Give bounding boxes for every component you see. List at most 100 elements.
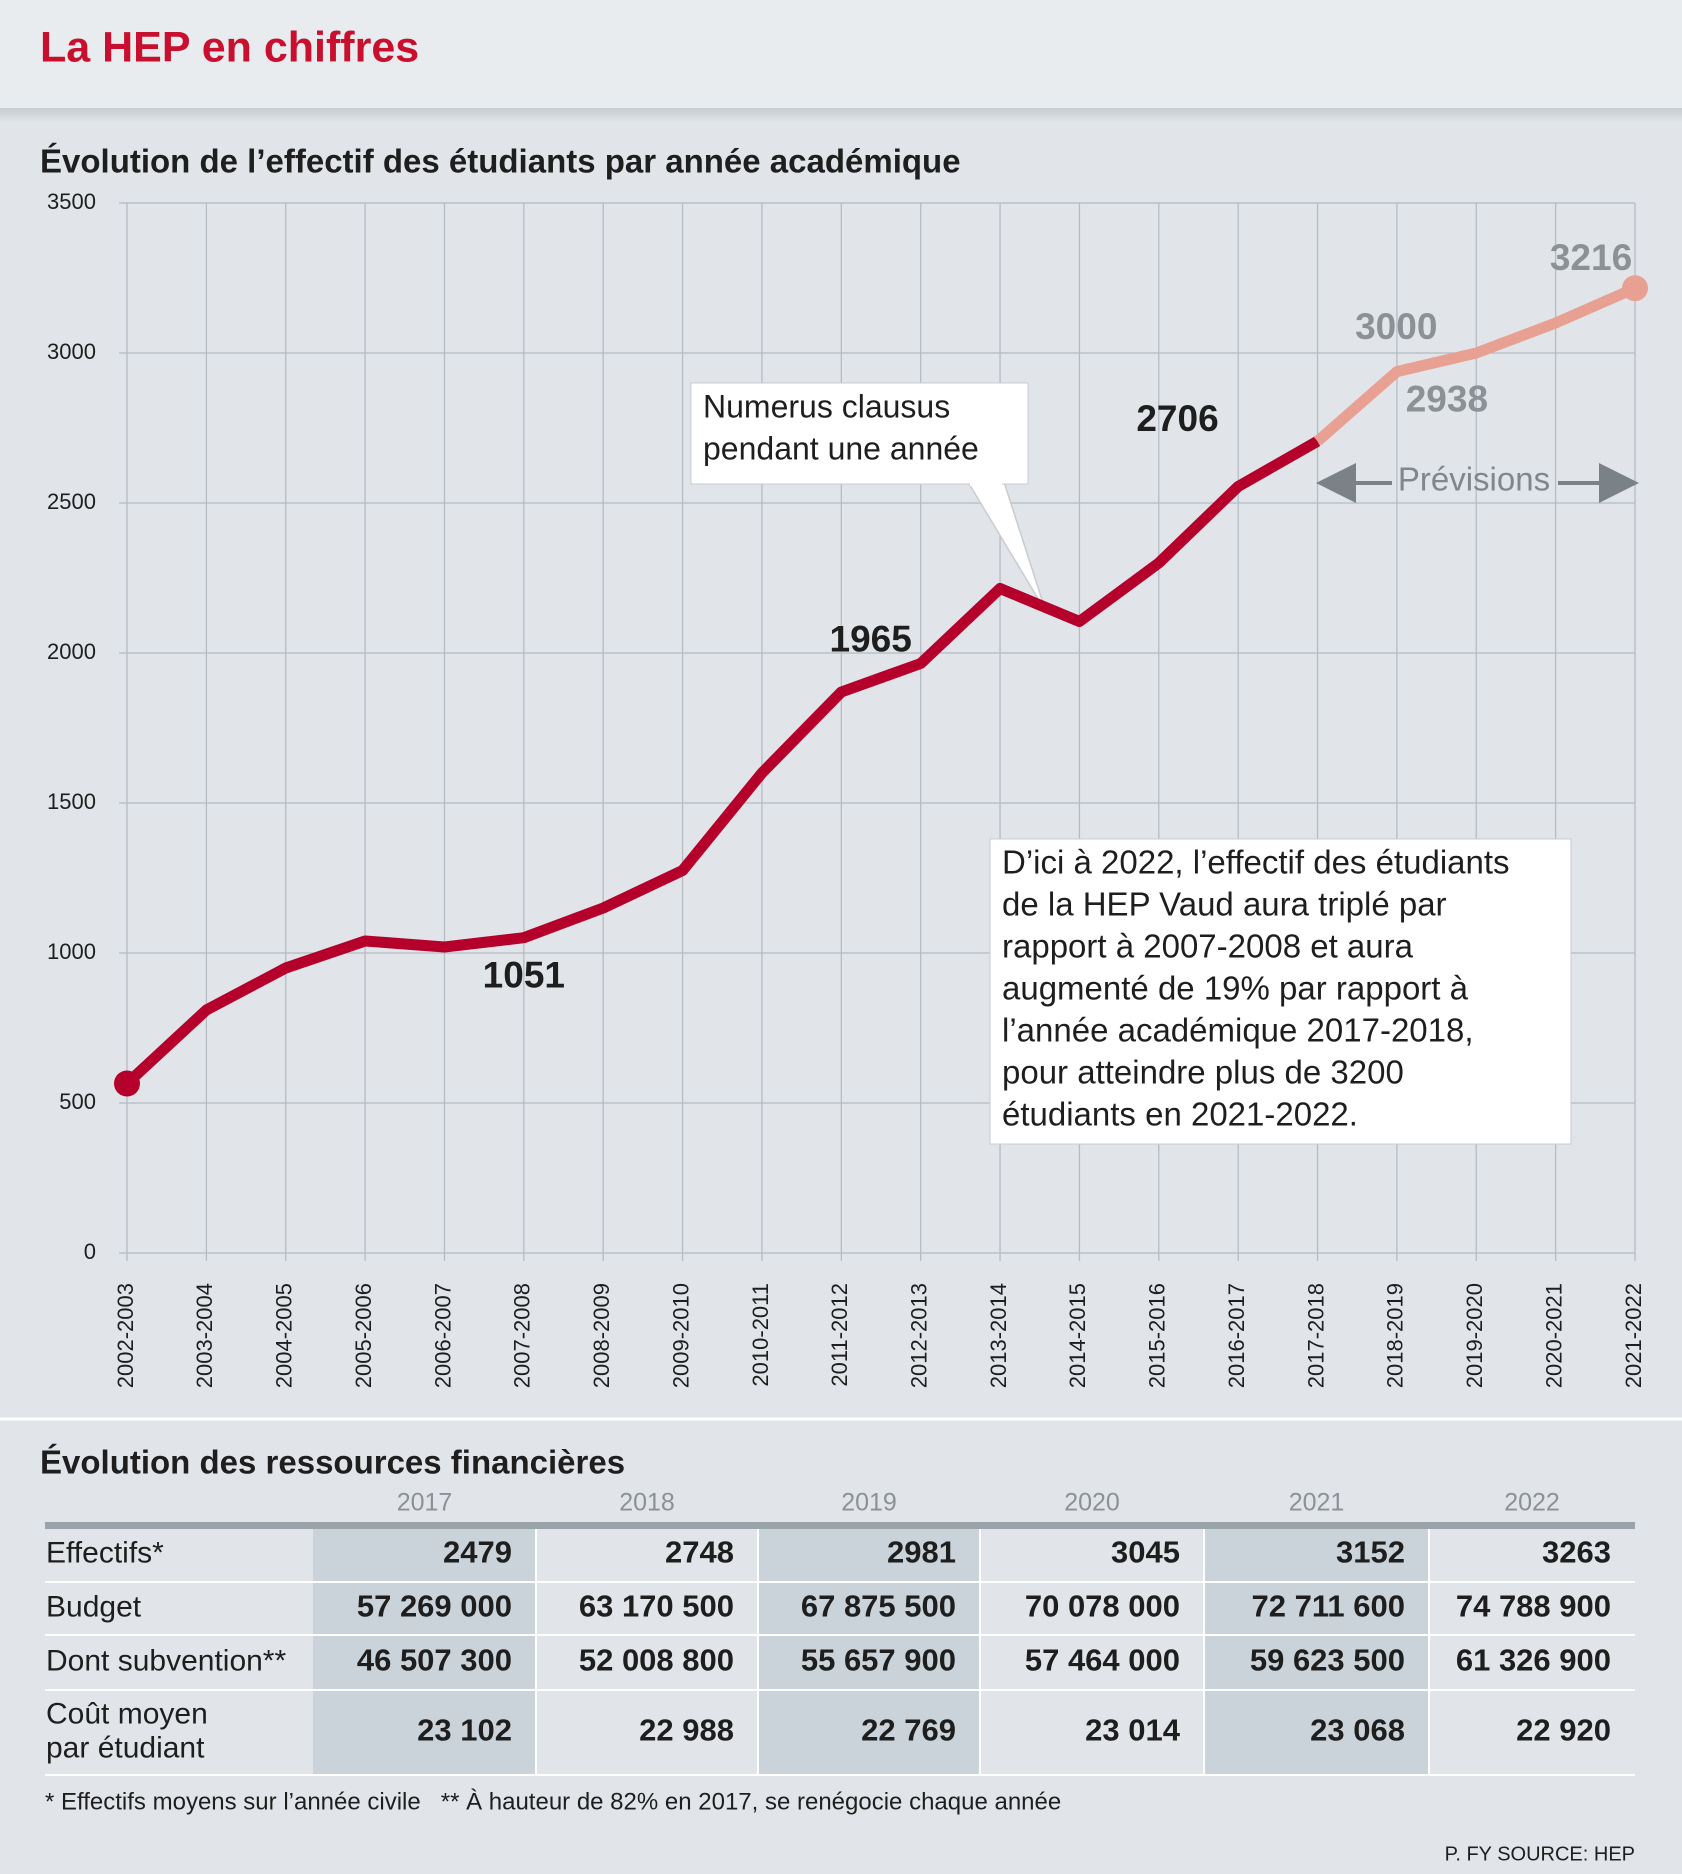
x-tick-label: 2018-2019 [1383, 1283, 1408, 1388]
footnote: * Effectifs moyens sur l’année civile **… [45, 1788, 1061, 1815]
y-tick-label: 1500 [47, 789, 96, 814]
x-tick-label: 2010-2011 [748, 1283, 773, 1387]
column-shade [758, 1527, 980, 1775]
x-tick-label: 2007-2008 [510, 1283, 535, 1388]
x-tick-label: 2017-2018 [1303, 1283, 1328, 1388]
x-tick-label: 2011-2012 [827, 1283, 852, 1387]
y-tick-label: 2500 [47, 489, 96, 514]
callout-text: pendant une année [703, 430, 979, 466]
note-text: rapport à 2007-2008 et aura [1002, 928, 1414, 965]
column-header: 2021 [1289, 1489, 1345, 1517]
x-tick-label: 2020-2021 [1541, 1283, 1566, 1388]
callout-text: Numerus clausus [703, 388, 950, 424]
note-text: D’ici à 2022, l’effectif des étudiants [1002, 844, 1510, 881]
x-tick-label: 2013-2014 [986, 1283, 1011, 1388]
cell: 22 769 [861, 1713, 956, 1748]
cell: 3045 [1111, 1535, 1180, 1570]
value-label: 1051 [483, 954, 565, 995]
value-label: 2706 [1136, 398, 1218, 439]
header-band [0, 0, 1682, 108]
cell: 46 507 300 [357, 1643, 512, 1678]
series-line [123, 436, 1321, 1088]
x-tick-label: 2004-2005 [272, 1283, 297, 1388]
cell: 52 008 800 [579, 1643, 734, 1678]
row-label: Budget [46, 1590, 142, 1623]
callout-box [690, 382, 1029, 485]
cell: 23 068 [1310, 1713, 1405, 1748]
table-title: Évolution des ressources financières [40, 1444, 625, 1481]
forecast-label: Prévisions [1398, 461, 1550, 498]
x-tick-label: 2009-2010 [668, 1283, 693, 1388]
x-tick-label: 2008-2009 [589, 1283, 614, 1388]
x-tick-label: 2003-2004 [192, 1283, 217, 1388]
table: 2017 2018 2019 2020 2021 2022 Effectifs* 2479 27… [45, 1489, 1635, 1776]
cell: 23 102 [417, 1713, 512, 1748]
y-tick-label: 3500 [47, 189, 96, 214]
x-tick-label: 2012-2013 [906, 1283, 931, 1388]
end-point [114, 1070, 140, 1097]
x-tick-label: 2014-2015 [1065, 1283, 1090, 1388]
source: P. FY SOURCE: HEP [1445, 1843, 1635, 1865]
note-text: pour atteindre plus de 3200 [1002, 1054, 1404, 1091]
y-tick-label: 1000 [47, 939, 96, 964]
plot: 2002-2003 2003-2004 2004-2005 2005-2006 2006… [47, 189, 1648, 1388]
cell: 3263 [1542, 1535, 1611, 1570]
column-header: 2020 [1064, 1489, 1120, 1517]
y-tick-label: 3000 [47, 339, 96, 364]
x-tick-label: 2016-2017 [1224, 1283, 1249, 1388]
cell: 59 623 500 [1250, 1643, 1405, 1678]
cell: 63 170 500 [579, 1589, 734, 1624]
x-tick-label: 2015-2016 [1145, 1283, 1170, 1388]
column-header: 2017 [397, 1489, 453, 1517]
y-tick-label: 500 [59, 1089, 96, 1114]
note-text: augmenté de 19% par rapport à [1002, 970, 1469, 1007]
row-label: Effectifs* [46, 1536, 164, 1569]
header-shadow [0, 108, 1682, 122]
cell: 55 657 900 [801, 1643, 956, 1678]
cell: 57 464 000 [1025, 1643, 1180, 1678]
column-shade [1204, 1527, 1429, 1775]
value-label: 1965 [830, 618, 912, 659]
header-rule [45, 1522, 1635, 1529]
row-label: Coût moyen [46, 1697, 208, 1730]
cell: 22 920 [1516, 1713, 1611, 1748]
page-title: La HEP en chiffres [40, 23, 419, 71]
value-label: 3000 [1355, 306, 1437, 347]
note-text: étudiants en 2021-2022. [1002, 1096, 1358, 1133]
x-tick-label: 2019-2020 [1462, 1283, 1487, 1388]
cell: 2748 [665, 1535, 734, 1570]
column-shade [313, 1527, 536, 1775]
cell: 70 078 000 [1025, 1589, 1180, 1624]
y-tick-label: 2000 [47, 639, 96, 664]
x-tick-label: 2021-2022 [1621, 1283, 1646, 1388]
cell: 23 014 [1085, 1713, 1181, 1748]
value-label: 2938 [1406, 378, 1488, 419]
cell: 22 988 [639, 1713, 734, 1748]
x-tick-label: 2006-2007 [430, 1283, 455, 1388]
note-text: l’année académique 2017-2018, [1002, 1012, 1474, 1049]
cell: 2981 [887, 1535, 956, 1570]
cell: 2479 [443, 1535, 512, 1570]
cell: 67 875 500 [801, 1589, 956, 1624]
callout-cover [970, 478, 1002, 486]
chart-title: Évolution de l’effectif des étudiants pa… [40, 143, 961, 180]
row-label: par étudiant [46, 1731, 205, 1764]
y-tick-label: 0 [84, 1239, 96, 1264]
note-text: de la HEP Vaud aura triplé par [1002, 886, 1447, 923]
cell: 61 326 900 [1456, 1643, 1611, 1678]
row-label: Dont subvention** [46, 1644, 286, 1677]
column-header: 2018 [619, 1489, 675, 1517]
cell: 74 788 900 [1456, 1589, 1611, 1624]
end-point [1622, 275, 1648, 302]
x-tick-label: 2005-2006 [351, 1283, 376, 1388]
cell: 72 711 600 [1252, 1589, 1405, 1624]
cell: 3152 [1336, 1535, 1405, 1570]
cell: 57 269 000 [357, 1589, 512, 1624]
column-header: 2019 [841, 1489, 897, 1517]
note-box [989, 838, 1572, 1145]
series-line [1313, 283, 1638, 446]
value-label: 3216 [1550, 237, 1632, 278]
x-tick-label: 2002-2003 [113, 1283, 138, 1388]
column-header: 2022 [1504, 1489, 1560, 1517]
